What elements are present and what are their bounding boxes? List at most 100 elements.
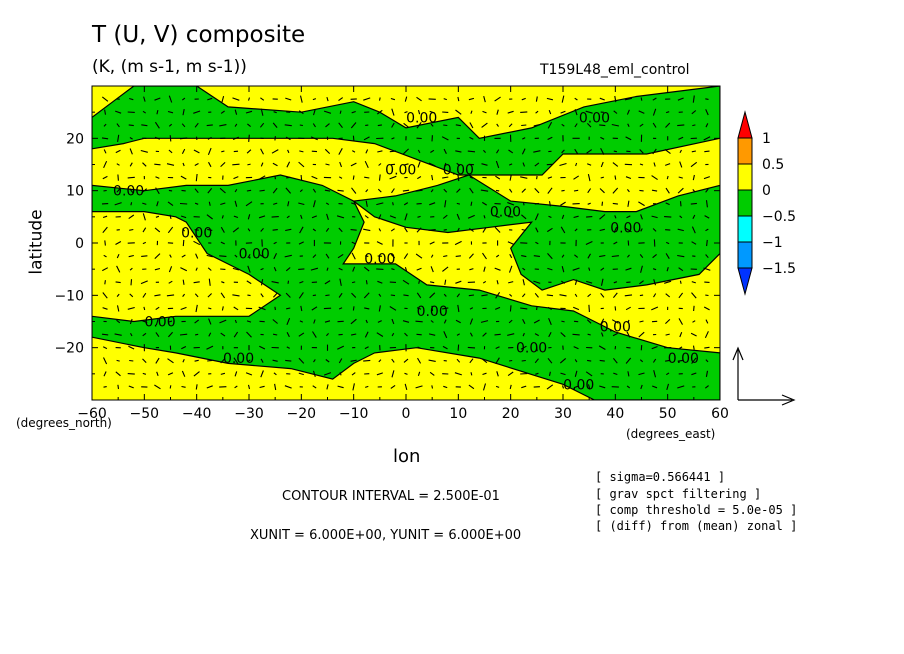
vector-mark [533, 280, 541, 284]
vector-mark [403, 358, 409, 363]
vector-mark [351, 292, 357, 298]
vector-mark [116, 253, 120, 259]
vector-mark [220, 161, 226, 168]
vector-mark [611, 319, 619, 324]
vector-mark [286, 176, 291, 179]
vector-mark [182, 293, 186, 297]
vector-mark [587, 384, 591, 390]
vector-mark [614, 95, 617, 103]
vector-mark [115, 281, 121, 284]
vector-mark [207, 187, 213, 194]
x-tick-label: −50 [130, 406, 160, 422]
vector-mark [508, 163, 513, 166]
vector-mark [298, 202, 305, 206]
vector-mark [376, 332, 384, 337]
vector-mark [142, 372, 147, 375]
vector-mark [154, 97, 161, 101]
vector-mark [300, 214, 303, 219]
vector-mark [101, 96, 109, 102]
vector-mark [299, 320, 304, 323]
vector-mark [391, 122, 395, 128]
vector-mark [678, 292, 684, 299]
vector-mark [705, 98, 709, 100]
vector-mark [482, 372, 487, 376]
vector-mark [129, 148, 133, 155]
vector-mark [129, 137, 133, 140]
vector-mark [259, 385, 265, 389]
vector-mark [378, 163, 382, 166]
vector-mark [547, 136, 553, 140]
vector-mark [534, 202, 539, 205]
vector-mark [273, 253, 277, 260]
colorbar-segment [737, 137, 753, 165]
vector-mark [703, 176, 710, 180]
vector-mark [404, 372, 408, 375]
vector-mark [194, 188, 199, 194]
wind-vectors [101, 95, 711, 391]
vector-mark [599, 228, 605, 232]
vector-mark [600, 267, 605, 271]
vector-mark [207, 136, 212, 140]
vector-mark [456, 162, 461, 167]
vector-mark [431, 174, 434, 181]
vector-mark [639, 280, 644, 285]
vector-mark [287, 280, 290, 284]
vector-mark [561, 385, 565, 389]
vector-mark [443, 188, 448, 193]
vector-mark [206, 254, 213, 258]
vector-mark [155, 332, 160, 338]
vector-mark [325, 123, 330, 128]
vector-mark [142, 332, 147, 337]
vector-mark [415, 385, 423, 389]
vector-mark [194, 122, 199, 128]
vector-mark [428, 359, 436, 362]
vector-mark [117, 134, 120, 142]
vector-mark [274, 136, 276, 141]
vector-mark [365, 200, 368, 207]
contour-label: 0.00 [516, 341, 547, 357]
vector-mark [522, 332, 525, 337]
vector-mark [117, 174, 119, 181]
vector-mark [599, 97, 605, 101]
vector-mark [574, 279, 578, 285]
vector-mark [391, 370, 395, 378]
vector-mark [521, 148, 526, 155]
vector-mark [456, 333, 460, 336]
vector-mark [640, 265, 643, 273]
vector-mark [693, 305, 695, 312]
vector-mark [337, 385, 344, 389]
vector-mark [220, 202, 226, 206]
vector-mark [614, 215, 617, 219]
vector-mark [443, 229, 447, 231]
vector-mark [480, 189, 489, 192]
vector-mark [193, 281, 200, 284]
x-tick-label: 30 [554, 406, 572, 422]
vector-mark [692, 174, 695, 181]
contour-label: 0.00 [579, 110, 610, 126]
vector-mark [312, 200, 316, 208]
vector-mark [103, 254, 107, 258]
vector-mark [402, 320, 410, 323]
vector-mark [664, 216, 672, 218]
vector-mark [640, 384, 643, 390]
vector-mark [129, 318, 133, 325]
vector-mark [534, 162, 540, 167]
vector-mark [391, 188, 395, 194]
colorbar-segment [737, 189, 753, 217]
vector-mark [234, 385, 238, 389]
vector-mark [284, 124, 292, 127]
vector-mark [155, 215, 160, 218]
vector-mark [194, 202, 199, 205]
vector-mark [116, 265, 121, 273]
vector-mark [703, 306, 710, 311]
vector-mark [429, 110, 435, 114]
vector-mark [416, 307, 422, 310]
vector-mark [352, 175, 355, 180]
vector-mark [323, 372, 332, 376]
vector-mark [142, 162, 147, 167]
vector-mark [300, 305, 303, 312]
vector-mark [232, 267, 240, 271]
vector-mark [195, 384, 198, 390]
vector-mark [365, 189, 369, 193]
vector-mark [378, 228, 382, 232]
